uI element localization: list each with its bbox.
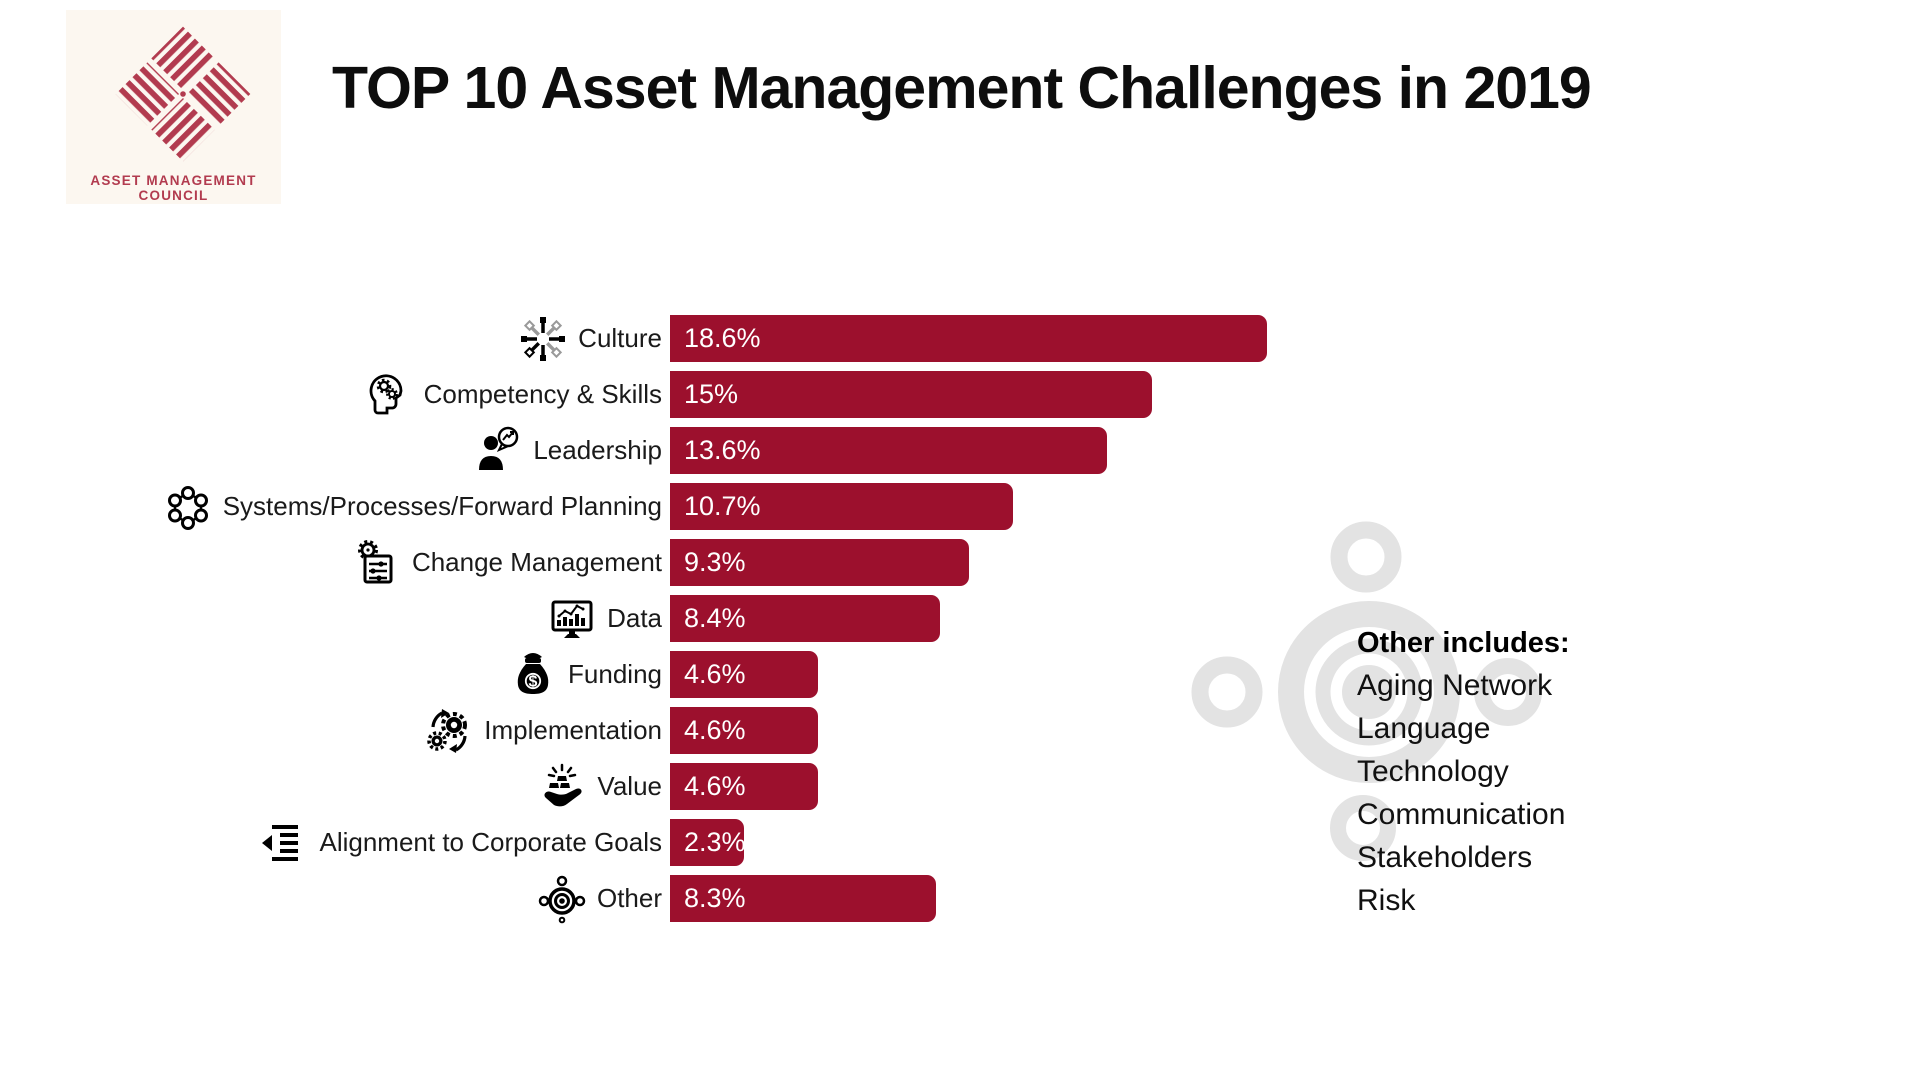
other-includes-note: Other includes: Aging Network Language T…: [1357, 622, 1570, 922]
bar-chart: Culture 18.6% Competency & Skills 15%: [0, 315, 1920, 931]
category-label: Other: [596, 883, 662, 913]
systems-processes-icon: [162, 481, 214, 533]
org-logo-caption: ASSET MANAGEMENT COUNCIL: [90, 173, 257, 203]
implementation-icon: [423, 705, 475, 757]
bar-value-label: 13.6%: [684, 435, 761, 465]
category-label: Leadership: [533, 435, 662, 465]
chart-row: Alignment to Corporate Goals 2.3%: [0, 819, 1920, 866]
bar-value-label: 8.4%: [684, 603, 746, 633]
bar-data: 8.4%: [670, 595, 940, 642]
category-label: Data: [607, 603, 662, 633]
chart-row: Other 8.3%: [0, 873, 1920, 925]
culture-icon: [517, 313, 569, 365]
category-label: Systems/Processes/Forward Planning: [222, 491, 662, 521]
org-logo-block: ASSET MANAGEMENT COUNCIL: [66, 10, 281, 204]
category-label: Change Management: [411, 547, 662, 577]
value-icon: [536, 761, 588, 813]
other-item: Aging Network: [1357, 669, 1553, 702]
other-includes-heading: Other includes:: [1357, 627, 1570, 659]
bar-funding: 4.6%: [670, 651, 818, 698]
svg-text:$: $: [529, 673, 538, 690]
chart-row: $ Funding 4.6%: [0, 651, 1920, 698]
other-item: Stakeholders: [1357, 841, 1533, 874]
category-label: Funding: [568, 659, 662, 689]
bar-value-label: 8.3%: [684, 883, 746, 913]
chart-row: Change Management 9.3%: [0, 539, 1920, 586]
chart-row: Competency & Skills 15%: [0, 371, 1920, 418]
data-icon: [546, 593, 598, 645]
bar-other: 8.3%: [670, 875, 936, 922]
category-label: Value: [597, 771, 662, 801]
funding-icon: $: [507, 649, 559, 701]
asset-management-council-logo-icon: [115, 26, 251, 162]
page-title: TOP 10 Asset Management Challenges in 20…: [332, 55, 1592, 121]
chart-row: Value 4.6%: [0, 763, 1920, 810]
other-item: Technology: [1357, 755, 1509, 788]
bar-implementation: 4.6%: [670, 707, 818, 754]
bar-leadership: 13.6%: [670, 427, 1107, 474]
category-label: Competency & Skills: [423, 379, 662, 409]
bar-alignment-goals: 2.3%: [670, 819, 746, 866]
bar-value-label: 18.6%: [684, 323, 761, 353]
category-label: Implementation: [484, 715, 662, 745]
bar-value-label: 15%: [684, 379, 739, 409]
chart-row: Culture 18.6%: [0, 315, 1920, 362]
bar-value-label: 4.6%: [684, 659, 746, 689]
chart-row: Implementation 4.6%: [0, 707, 1920, 754]
bar-value-label: 2.3%: [684, 827, 746, 857]
category-label: Culture: [578, 323, 662, 353]
other-item: Risk: [1357, 884, 1416, 917]
alignment-goals-icon: [258, 817, 310, 869]
chart-row: Data 8.4%: [0, 595, 1920, 642]
other-item: Communication: [1357, 798, 1566, 831]
bar-value-label: 4.6%: [684, 771, 746, 801]
competency-skills-icon: [363, 369, 415, 421]
category-label: Alignment to Corporate Goals: [319, 827, 662, 857]
chart-row: Leadership 13.6%: [0, 425, 1920, 477]
bar-value-label: 9.3%: [684, 547, 746, 577]
other-icon: [536, 873, 588, 925]
bar-competency-skills: 15%: [670, 371, 1152, 418]
change-management-icon: [351, 537, 403, 589]
decorative-circles: [1191, 521, 1542, 861]
bar-value: 4.6%: [670, 763, 818, 810]
leadership-icon: [472, 425, 524, 477]
bar-culture: 18.6%: [670, 315, 1267, 362]
bar-systems-processes: 10.7%: [670, 483, 1013, 530]
bar-value-label: 4.6%: [684, 715, 746, 745]
bar-change-management: 9.3%: [670, 539, 969, 586]
bar-value-label: 10.7%: [684, 491, 761, 521]
other-item: Language: [1357, 712, 1491, 745]
chart-row: Systems/Processes/Forward Planning 10.7%: [0, 483, 1920, 530]
